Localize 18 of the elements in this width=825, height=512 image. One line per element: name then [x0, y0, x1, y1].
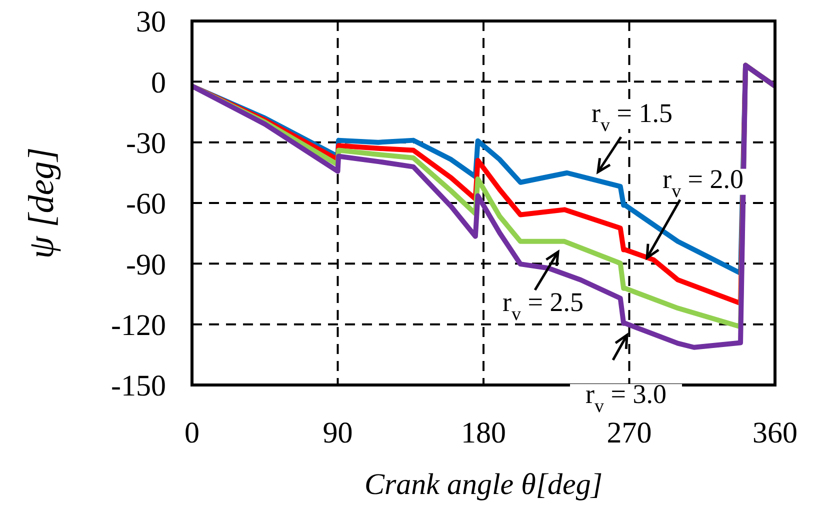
annotation: r$_{v}$ = 2.0: [662, 164, 744, 202]
y-tick-label: -60: [126, 188, 166, 221]
y-tick-label: 0: [151, 66, 166, 100]
y-axis-title: ψ [deg]: [20, 147, 61, 259]
x-tick-label: 360: [752, 416, 798, 450]
x-tick-label: 90: [322, 416, 353, 450]
annotation: r$_{v}$ = 1.5: [592, 98, 672, 136]
y-tick-label: -150: [111, 370, 166, 403]
annotation: r$_{v}$ = 3.0: [586, 379, 666, 417]
x-tick-label: 0: [184, 416, 200, 450]
y-tick-label: -120: [111, 308, 166, 342]
x-axis-title: Crank angle θ[deg]: [364, 468, 603, 501]
annotation: r$_{v}$ = 2.5: [502, 287, 584, 325]
x-tick-label: 270: [606, 416, 652, 450]
y-tick-label: 30: [136, 6, 166, 39]
y-tick-label: -90: [126, 248, 166, 282]
x-tick-label: 180: [461, 416, 506, 450]
y-tick-label: -30: [126, 126, 166, 160]
